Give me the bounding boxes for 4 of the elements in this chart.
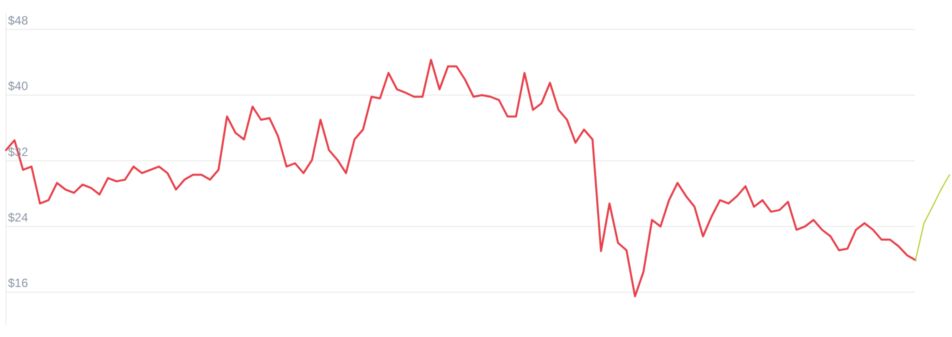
y-tick-label: $16 bbox=[8, 276, 28, 290]
y-tick-label: $24 bbox=[8, 210, 28, 224]
y-tick-label: $48 bbox=[8, 13, 28, 28]
y-tick-label: $40 bbox=[8, 79, 28, 94]
